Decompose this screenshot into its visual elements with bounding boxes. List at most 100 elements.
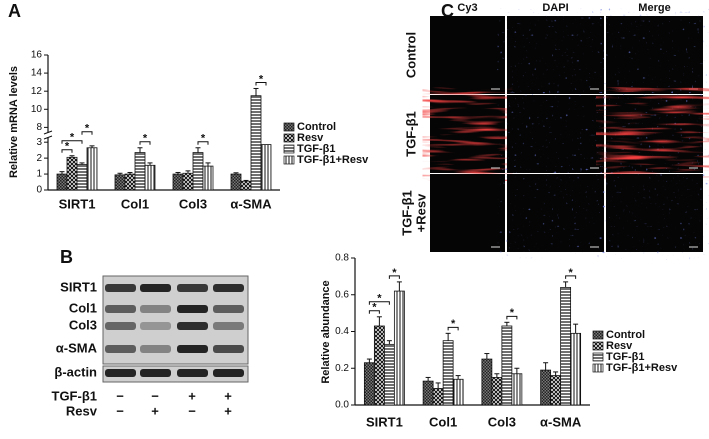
blot-band [177,345,208,353]
y-tick-label: 0.4 [335,326,349,337]
legend-label: Resv [606,340,633,352]
blot-band [105,345,136,353]
bar [393,290,405,406]
bar [240,180,252,191]
significance-star: * [70,132,75,144]
y-tick-label: 3 [36,137,42,148]
significance-bracket [506,315,518,320]
legend-swatch [283,155,295,165]
significance-bracket [388,275,400,279]
blot-band [105,322,136,330]
bar [383,343,395,406]
x-tick-label: Col1 [121,196,149,211]
blot-band [177,369,208,377]
treatment-label: Resv [66,403,98,418]
significance-star: * [392,267,397,279]
blot-band [213,284,244,292]
micrograph [430,16,505,94]
blot-band [213,369,244,377]
x-tick-label: SIRT1 [366,414,403,429]
panel-letter: C [441,1,454,21]
blot-row-label: α-SMA [56,340,98,355]
y-tick-label: 8 [36,122,42,133]
x-tick-label: Col1 [429,414,457,429]
micrograph [430,174,505,252]
bar [230,173,242,191]
bar [422,380,434,406]
significance-bracket [447,326,459,331]
bar [114,174,126,191]
bar [511,373,523,406]
y-tick-label: 0.2 [335,363,349,374]
significance-bracket [255,81,267,86]
bar [192,152,204,191]
legend-swatch [592,363,604,373]
blot-band [105,305,136,313]
bar [452,378,464,406]
blot-band [177,284,208,292]
x-tick-label: α-SMA [540,414,582,429]
x-tick-label: Col3 [179,196,207,211]
fibers [430,95,505,173]
row-label: Control [403,32,418,78]
y-tick-label: 2 [36,153,42,164]
x-tick-label: α-SMA [230,196,272,211]
bar [56,173,68,191]
legend-swatch [592,330,604,340]
column-header: Merge [638,2,670,14]
x-tick-label: SIRT1 [59,196,96,211]
bar [491,377,503,406]
blot-band [105,369,136,377]
blot-band [140,305,171,313]
legend-swatch [283,133,295,143]
blot-band [140,369,171,377]
bar [373,325,385,406]
legend-label: Control [606,329,645,341]
treatment-label: TGF-β1 [52,388,98,403]
treatment-sign: + [188,388,196,403]
legend-label: Resv [297,132,324,144]
significance-bracket [61,140,83,144]
bar [540,369,552,406]
blot-band [140,284,171,292]
significance-star: * [510,307,515,319]
bar [250,95,262,191]
bar [260,144,272,191]
significance-bracket [368,301,390,305]
y-tick-label: 10 [31,104,43,115]
y-tick-label: 0 [36,185,42,196]
nuclei [606,16,703,94]
y-axis-label: Relative mRNA levels [8,66,20,178]
significance-star: * [568,267,573,279]
legend-label: TGF-β1+Resv [606,362,678,374]
significance-bracket [197,141,209,145]
fibers [606,95,703,173]
column-header: Cy3 [457,2,477,14]
treatment-sign: + [224,403,232,418]
legend-label: Control [297,121,336,133]
significance-bracket [61,149,73,153]
blot-band [177,322,208,330]
y-tick-label: 14 [31,68,43,79]
y-tick-label: 16 [31,50,43,61]
treatment-sign: + [224,388,232,403]
x-tick-label: Col3 [488,414,516,429]
bar [134,152,146,191]
y-tick-label: 12 [31,86,43,97]
treatment-sign: − [151,388,159,403]
bar [86,147,98,191]
legend-label: TGF-β1+Resv [297,154,369,166]
treatment-sign: + [151,403,159,418]
legend-label: TGF-β1 [297,143,336,155]
row-label: TGF-β1 [399,190,414,236]
bar [481,358,493,406]
significance-bracket [565,275,577,279]
blot-background [102,365,249,383]
blot-band [140,345,171,353]
blot-band [105,284,136,292]
significance-star: * [372,302,377,314]
bar [202,165,214,191]
nuclei [507,174,604,252]
bar [66,156,78,191]
